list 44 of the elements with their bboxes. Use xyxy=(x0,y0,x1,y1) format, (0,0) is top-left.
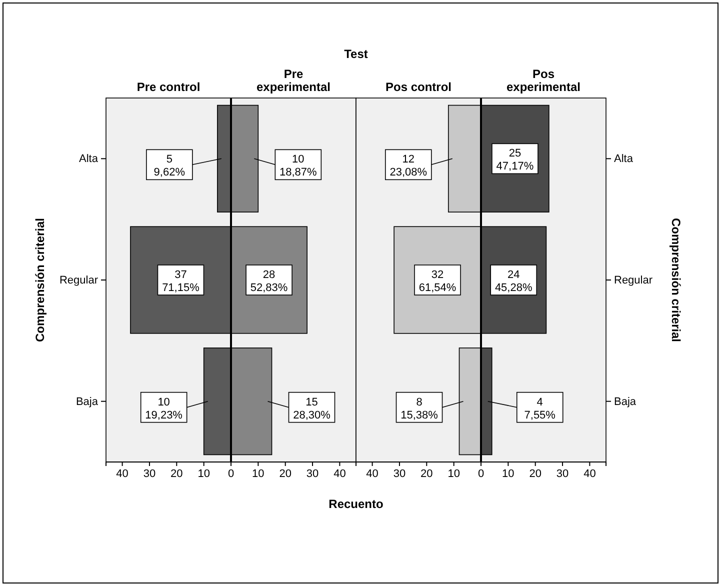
series-label: Pre control xyxy=(136,80,200,94)
data-label: 8 15,38% xyxy=(400,396,438,422)
data-label: 12 23,08% xyxy=(390,154,428,179)
x-tick-label: 40 xyxy=(334,468,346,480)
series-label: Pos control xyxy=(385,80,452,94)
x-tick-label: 0 xyxy=(228,468,234,480)
y-tick-label: Baja xyxy=(76,396,99,408)
series-label: Pos experimental xyxy=(506,67,581,94)
y2-axis-title: Comprensión criterial xyxy=(669,218,683,342)
x-tick-label: 30 xyxy=(393,468,406,480)
data-label: 32 61,54% xyxy=(418,269,456,294)
x-tick-label: 20 xyxy=(170,468,183,480)
x-tick-label: 20 xyxy=(529,468,542,480)
x-tick-label: 10 xyxy=(198,468,210,480)
data-label: 15 28,30% xyxy=(293,396,331,422)
y-tick-label: Baja xyxy=(614,396,637,408)
y-tick-label: Alta xyxy=(614,153,634,166)
y-tick-label: Regular xyxy=(59,274,98,287)
x-tick-label: 20 xyxy=(279,468,292,480)
series-label: Pre experimental xyxy=(256,67,331,94)
x-tick-label: 40 xyxy=(366,468,378,480)
x-tick-label: 30 xyxy=(306,468,319,480)
x-tick-label: 30 xyxy=(143,468,156,480)
x-tick-label: 10 xyxy=(502,468,514,480)
data-label: 10 19,23% xyxy=(145,396,183,422)
x-tick-label: 30 xyxy=(556,468,569,480)
data-label: 37 71,15% xyxy=(162,269,200,294)
chart-title: Test xyxy=(344,47,368,61)
y-tick-label: Regular xyxy=(614,274,653,287)
data-label: 10 18,87% xyxy=(280,154,318,179)
x-tick-label: 40 xyxy=(584,468,596,480)
x-tick-label: 10 xyxy=(252,468,264,480)
x-axis-title: Recuento xyxy=(328,497,384,511)
data-label: 24 45,28% xyxy=(494,269,532,294)
x-tick-label: 0 xyxy=(478,468,484,480)
x-tick-label: 10 xyxy=(448,468,460,480)
data-label: 4 7,55% xyxy=(524,396,556,422)
y-axis-title: Comprensión criterial xyxy=(33,218,47,342)
y-tick-label: Alta xyxy=(79,153,99,166)
data-label: 28 52,83% xyxy=(250,269,288,294)
data-label: 25 47,17% xyxy=(496,148,534,173)
x-tick-label: 40 xyxy=(116,468,128,480)
x-tick-label: 20 xyxy=(420,468,433,480)
data-label: 5 9,62% xyxy=(154,154,186,179)
